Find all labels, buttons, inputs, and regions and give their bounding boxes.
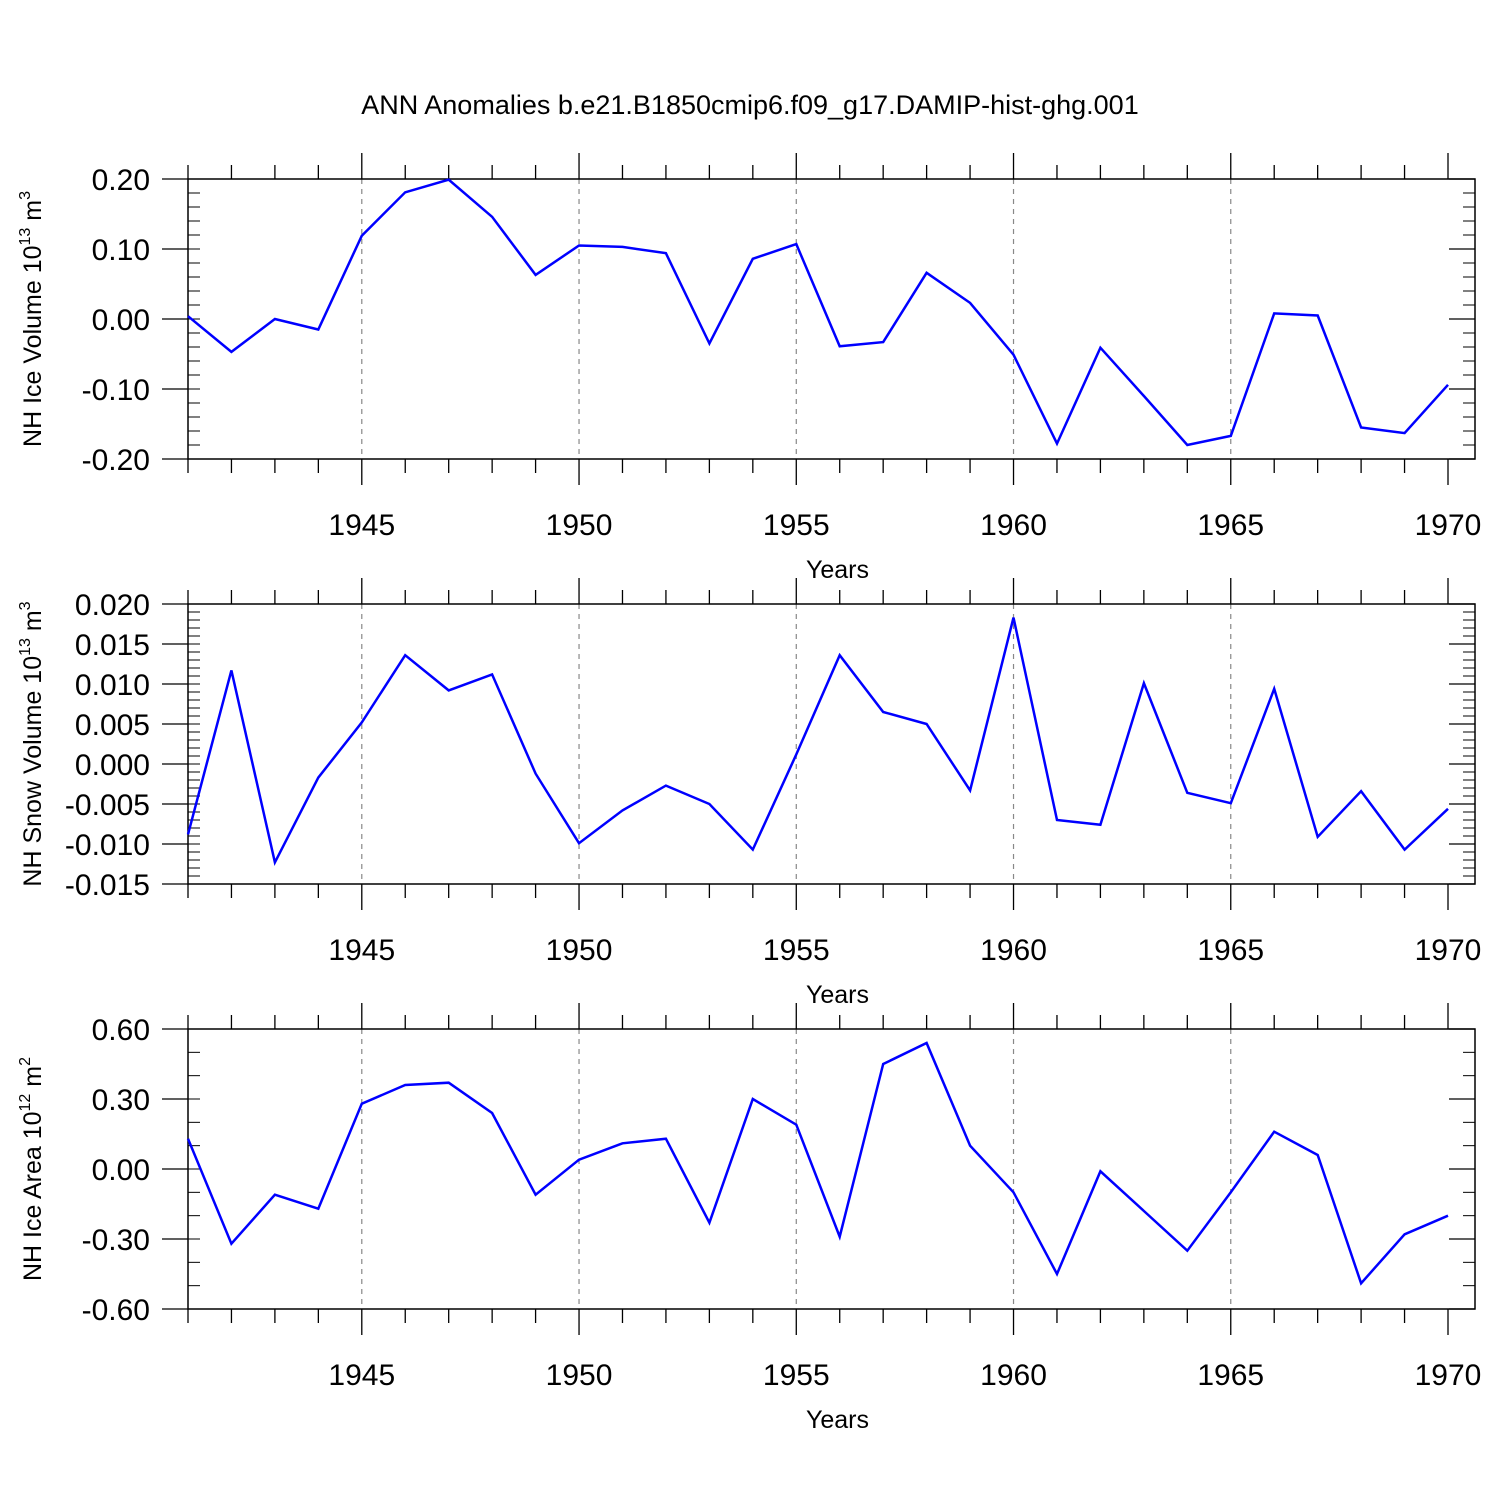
- y-axis-label-text: NH Ice Volume 10: [19, 245, 47, 447]
- x-tick-label: 1945: [328, 1359, 395, 1392]
- x-tick-label: 1955: [763, 1359, 830, 1392]
- y-axis-label-exponent: 13: [17, 638, 34, 656]
- y-axis-label-unit: m: [19, 1066, 47, 1094]
- chart-panel-2: 0.020 0.015 0.010 0.005 0.000 -0.005 -0.010 -0.…: [17, 578, 1481, 1009]
- y-tick-label: 0.000: [75, 749, 150, 782]
- plot-frame: [188, 604, 1475, 884]
- plot-frame: [188, 179, 1475, 459]
- y-tick-label: 0.00: [92, 1154, 150, 1187]
- x-tick-label: 1955: [763, 934, 830, 967]
- y-tick-label: 0.10: [92, 234, 150, 267]
- x-tick-label: 1960: [980, 1359, 1047, 1392]
- y-axis-label-exponent: 13: [17, 228, 34, 246]
- y-axis-label-unit-exponent: 3: [17, 191, 34, 200]
- series-line: [188, 1043, 1448, 1283]
- y-tick-label: -0.10: [82, 374, 150, 407]
- x-axis-label: Years: [806, 1406, 869, 1434]
- x-tick-label: 1970: [1415, 509, 1482, 542]
- y-tick-label: -0.60: [82, 1294, 150, 1327]
- y-axis-label-unit: m: [19, 200, 47, 228]
- y-tick-label: -0.20: [82, 444, 150, 477]
- y-tick-label: 0.015: [75, 629, 150, 662]
- y-axis-label: NH Snow Volume 1013 m3: [17, 601, 47, 886]
- y-axis-label: NH Ice Area 1012 m2: [17, 1057, 47, 1281]
- y-tick-label: 0.020: [75, 589, 150, 622]
- y-axis-label-unit-exponent: 2: [17, 1057, 34, 1066]
- y-axis-label-text: NH Ice Area 10: [19, 1111, 47, 1281]
- y-tick-label: -0.010: [65, 829, 150, 862]
- y-tick-label: 0.20: [92, 164, 150, 197]
- y-tick-label: 0.005: [75, 709, 150, 742]
- y-axis-label-unit-exponent: 3: [17, 601, 34, 610]
- x-tick-label: 1970: [1415, 1359, 1482, 1392]
- chart-title: ANN Anomalies b.e21.B1850cmip6.f09_g17.D…: [0, 90, 1500, 121]
- x-tick-label: 1945: [328, 934, 395, 967]
- x-tick-label: 1965: [1197, 509, 1264, 542]
- series-line: [188, 618, 1448, 863]
- y-axis-label: NH Ice Volume 1013 m3: [17, 191, 47, 447]
- x-tick-label: 1945: [328, 509, 395, 542]
- x-tick-label: 1950: [546, 509, 613, 542]
- x-tick-label: 1950: [546, 934, 613, 967]
- x-axis-label: Years: [806, 556, 869, 584]
- x-tick-label: 1965: [1197, 934, 1264, 967]
- y-tick-label: 0.00: [92, 304, 150, 337]
- series-line: [188, 180, 1448, 445]
- y-tick-label: -0.015: [65, 869, 150, 902]
- x-tick-label: 1970: [1415, 934, 1482, 967]
- y-tick-label: -0.005: [65, 789, 150, 822]
- y-axis-label-unit: m: [19, 610, 47, 638]
- x-tick-label: 1950: [546, 1359, 613, 1392]
- x-tick-label: 1955: [763, 509, 830, 542]
- x-tick-label: 1965: [1197, 1359, 1264, 1392]
- y-tick-label: 0.30: [92, 1084, 150, 1117]
- chart-panel-1: 0.20 0.10 0.00 -0.10 -0.20 1945 1950 1955 1960 19…: [17, 153, 1481, 584]
- y-axis-label-text: NH Snow Volume 10: [19, 656, 47, 887]
- x-axis-label: Years: [806, 981, 869, 1009]
- plot-frame: [188, 1029, 1475, 1309]
- y-tick-label: 0.60: [92, 1014, 150, 1047]
- x-tick-label: 1960: [980, 509, 1047, 542]
- x-tick-label: 1960: [980, 934, 1047, 967]
- y-axis-label-exponent: 12: [17, 1094, 34, 1112]
- y-tick-label: -0.30: [82, 1224, 150, 1257]
- chart-panel-3: 0.60 0.30 0.00 -0.30 -0.60 1945 1950 1955 1960 19…: [17, 1003, 1481, 1434]
- y-tick-label: 0.010: [75, 669, 150, 702]
